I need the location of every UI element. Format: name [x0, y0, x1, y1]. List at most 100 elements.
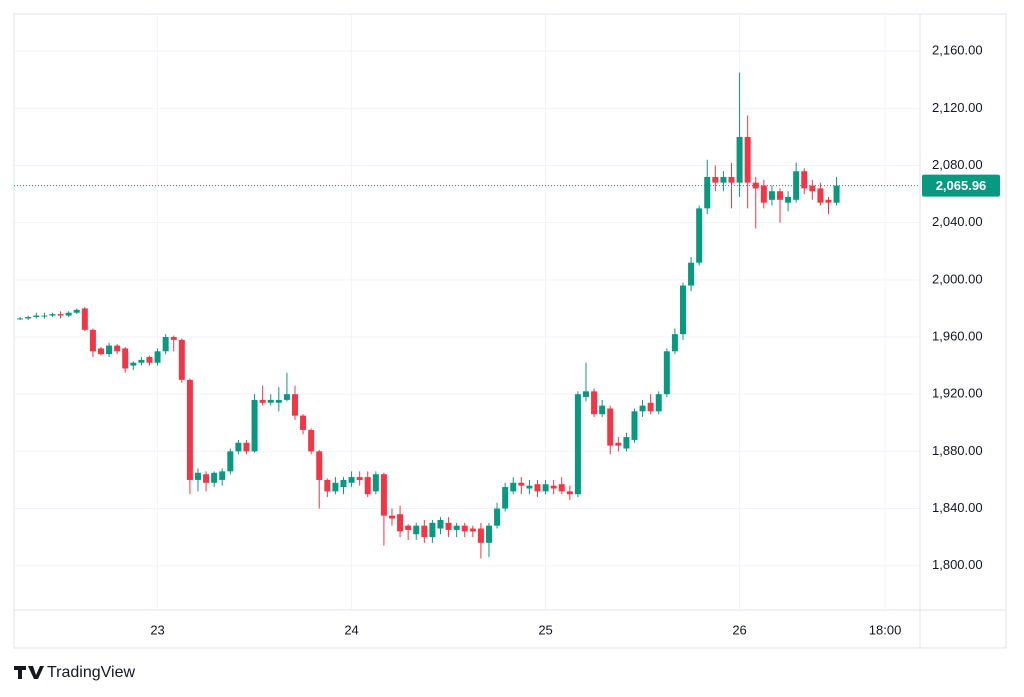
- candle-body: [332, 482, 339, 492]
- x-tick-label: 26: [732, 622, 746, 637]
- candle-body: [728, 176, 735, 183]
- candle-body: [162, 337, 169, 352]
- candle-body: [316, 451, 323, 480]
- candle-body: [259, 399, 266, 403]
- candle-body: [712, 176, 719, 183]
- candle-body: [477, 528, 484, 543]
- candle-body: [340, 479, 347, 488]
- candle-body: [364, 477, 371, 495]
- candle-body: [405, 525, 412, 530]
- candle-body: [283, 394, 290, 400]
- candle-body: [73, 309, 80, 313]
- candle-body: [445, 522, 452, 530]
- candle-body: [550, 485, 557, 489]
- y-tick-label: 2,000.00: [932, 271, 983, 286]
- candle-body: [243, 442, 250, 452]
- candle-body: [122, 348, 129, 369]
- candle-body: [388, 515, 395, 519]
- candle-body: [502, 487, 509, 509]
- frame-border: [13, 13, 1007, 649]
- chart-frame: [13, 13, 1007, 649]
- candle-body: [776, 191, 783, 200]
- last-price-tag: [922, 174, 1000, 197]
- candle-body: [130, 362, 137, 366]
- candle-body: [154, 351, 161, 363]
- candle-body: [219, 471, 226, 480]
- candle-body: [461, 525, 468, 532]
- candle-body: [227, 451, 234, 472]
- last-price-label: 2,065.96: [936, 178, 987, 193]
- candle-body: [413, 525, 420, 535]
- y-tick-label: 2,160.00: [932, 43, 983, 58]
- y-tick-label: 2,040.00: [932, 214, 983, 229]
- candle-body: [494, 508, 501, 526]
- candle-body: [760, 185, 767, 203]
- x-tick-label: 25: [538, 622, 552, 637]
- candle-body: [736, 136, 743, 183]
- candle-body: [655, 394, 662, 412]
- candle-body: [825, 199, 832, 203]
- candle-body: [647, 402, 654, 412]
- candle-body: [566, 491, 573, 495]
- x-tick-label: 23: [150, 622, 164, 637]
- candle-body: [542, 484, 549, 492]
- logo-icon: [14, 666, 44, 679]
- candle-body: [65, 312, 72, 316]
- candle-body: [833, 185, 840, 203]
- candle-body: [25, 317, 32, 319]
- candle-body: [106, 345, 113, 355]
- candle-body: [768, 191, 775, 200]
- candle-body: [582, 391, 589, 398]
- logo-text: TradingView: [47, 664, 135, 681]
- candle-body: [267, 399, 274, 403]
- candle-body: [591, 391, 598, 415]
- candle-body: [607, 408, 614, 446]
- candle-body: [348, 477, 355, 483]
- candle-body: [809, 185, 816, 192]
- candle-body: [397, 514, 404, 532]
- candle-body: [97, 348, 104, 355]
- candle-body: [308, 429, 315, 452]
- x-tick-label: 18:00: [869, 622, 902, 637]
- candle-body: [469, 528, 476, 532]
- candle-body: [421, 525, 428, 538]
- candle-body: [534, 484, 541, 492]
- candle-body: [518, 482, 525, 486]
- logo: TradingView: [14, 664, 135, 681]
- candle-body: [679, 285, 686, 335]
- candle-body: [17, 318, 24, 320]
- candle-body: [41, 315, 48, 317]
- candle-body: [785, 196, 792, 203]
- candle-body: [599, 405, 606, 415]
- candle-body: [380, 474, 387, 516]
- x-tick-label: 24: [344, 622, 358, 637]
- candle-body: [437, 519, 444, 529]
- candle-body: [372, 474, 379, 492]
- candle-body: [671, 334, 678, 352]
- candle-body: [663, 351, 670, 395]
- candle-body: [203, 474, 210, 483]
- y-tick-label: 2,080.00: [932, 157, 983, 172]
- candle-body: [178, 339, 185, 380]
- y-tick-label: 1,800.00: [932, 557, 983, 572]
- candle-body: [631, 411, 638, 440]
- candle-body: [744, 136, 751, 183]
- y-tick-label: 2,120.00: [932, 100, 983, 115]
- candle-body: [704, 176, 711, 209]
- candle-body: [429, 522, 436, 538]
- candle-body: [138, 359, 145, 363]
- candle-body: [817, 188, 824, 203]
- candle-body: [574, 394, 581, 495]
- candle-body: [696, 208, 703, 263]
- candle-body: [81, 308, 88, 330]
- candle-body: [235, 442, 242, 452]
- candle-body: [688, 262, 695, 286]
- candle-body: [801, 171, 808, 189]
- candle-body: [720, 176, 727, 183]
- candle-body: [615, 442, 622, 446]
- y-tick-label: 1,880.00: [932, 443, 983, 458]
- candle-body: [485, 525, 492, 543]
- candle-body: [211, 472, 218, 483]
- candle-body: [194, 472, 201, 480]
